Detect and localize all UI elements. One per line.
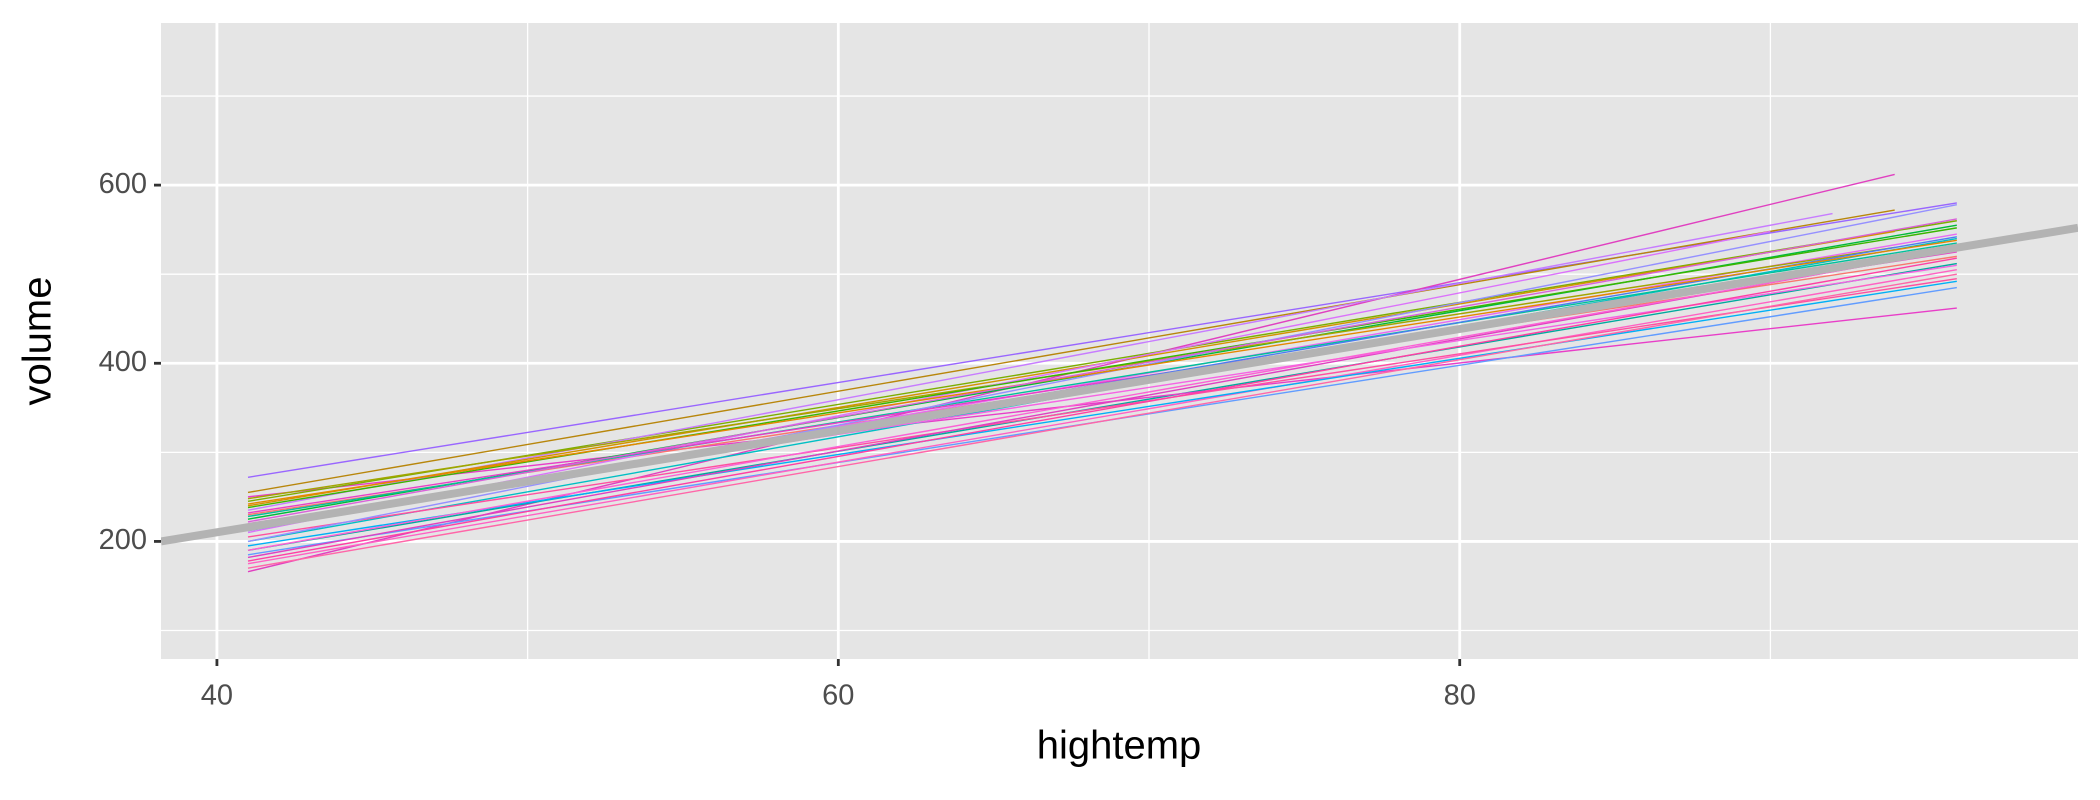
series-line <box>247 204 1957 543</box>
x-tick-label: 80 <box>1444 680 1476 712</box>
x-axis-title: hightemp <box>1037 724 1202 768</box>
series-line <box>247 307 1957 498</box>
series-line <box>247 262 1957 552</box>
lines <box>161 173 2078 573</box>
series-line <box>247 209 1895 494</box>
series-line <box>247 227 1957 509</box>
series-line <box>247 257 1957 562</box>
series-line <box>247 230 1895 507</box>
series-line <box>247 269 1957 565</box>
series-line <box>247 218 1957 523</box>
series-line <box>247 239 1957 505</box>
axes: 40 60 80 200 400 600 <box>99 168 1476 712</box>
series-line <box>247 273 1957 569</box>
grid <box>161 23 2078 659</box>
series-line <box>247 212 1833 511</box>
series-line <box>161 223 2078 546</box>
x-tick-label: 40 <box>201 680 233 712</box>
x-tick-label: 60 <box>822 680 854 712</box>
y-tick-label: 200 <box>99 524 147 556</box>
series-line <box>247 280 1957 547</box>
y-tick-label: 400 <box>99 346 147 378</box>
y-tick-label: 600 <box>99 168 147 200</box>
series-line <box>247 260 1895 552</box>
panel <box>161 23 2078 659</box>
y-axis-title: volume <box>16 277 60 406</box>
series-line <box>247 277 1957 538</box>
